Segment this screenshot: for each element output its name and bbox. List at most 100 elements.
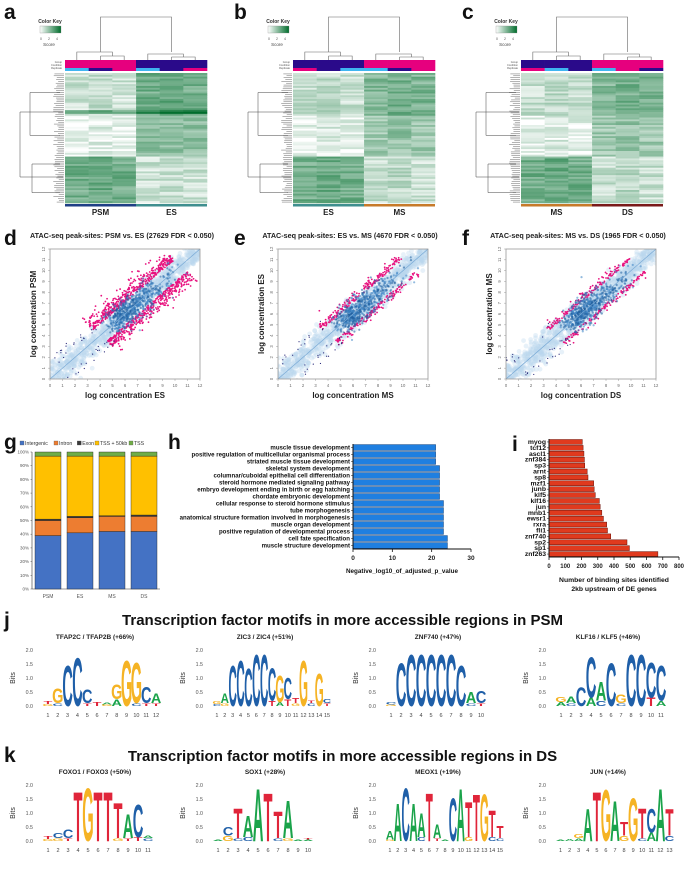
heatmap-cell (65, 117, 89, 120)
significant-point (154, 306, 157, 309)
heatmap-cell (88, 74, 113, 78)
density-point (401, 268, 407, 274)
heatmap-cell (340, 165, 365, 169)
annotation-group-cell (364, 60, 388, 68)
heatmap-cell (316, 191, 341, 195)
density-point (190, 251, 195, 257)
heatmap-cell (316, 104, 341, 107)
density-point (81, 354, 87, 360)
density-point (325, 343, 331, 349)
significant-point (164, 259, 167, 262)
heatmap-cell (112, 87, 137, 91)
density-point (66, 346, 72, 352)
outlier-point (47, 361, 48, 362)
significant-point (102, 312, 105, 315)
heatmap-cell (592, 182, 616, 185)
significant-point (178, 294, 180, 296)
significant-point (158, 258, 161, 261)
group-label: MS (551, 208, 564, 217)
heatmap-cell (293, 121, 317, 124)
heatmap-cell (136, 115, 160, 118)
density-point (278, 375, 279, 377)
heatmap-cell (521, 164, 545, 167)
density-point (132, 308, 135, 311)
density-point (176, 254, 182, 259)
density-point (61, 353, 67, 359)
density-point (295, 356, 301, 362)
heatmap-cell (88, 201, 113, 204)
density-point (74, 359, 80, 365)
significant-point (108, 338, 111, 340)
heatmap-cell (112, 173, 137, 176)
annotation-group-cell (183, 60, 208, 68)
density-point (94, 338, 100, 344)
dendrogram-branch (485, 92, 516, 136)
heatmap-cell (65, 177, 89, 180)
heatmap-cell (183, 121, 208, 124)
heatmap-cell (521, 165, 545, 169)
dendrogram-branch (147, 53, 196, 61)
significant-point (115, 340, 118, 343)
density-point (172, 258, 178, 264)
density-point (197, 250, 200, 256)
heatmap-cell (592, 152, 616, 156)
density-point (313, 333, 319, 338)
significant-point (145, 312, 148, 315)
heatmap-cell (293, 136, 317, 139)
heatmap-cell (293, 191, 317, 195)
heatmap-cell (340, 190, 365, 193)
heatmap-cell (592, 106, 616, 109)
y-axis-label: log concentration PSM (29, 270, 38, 357)
heatmap-cell (592, 132, 616, 135)
heatmap-cell (544, 154, 569, 157)
heatmap-cell (411, 136, 436, 139)
heatmap-cell (65, 184, 89, 187)
density-point (180, 265, 185, 270)
significant-point (121, 333, 123, 336)
panel-label-c: c (462, 1, 474, 24)
heatmap-cell (88, 100, 113, 104)
significant-point (159, 303, 162, 306)
density-point (342, 333, 348, 339)
density-point (325, 337, 330, 343)
heatmap-cell (521, 173, 545, 176)
heatmap-cell (112, 110, 137, 113)
heatmap-cell (615, 193, 640, 196)
density-point (124, 299, 127, 302)
heatmap-cell (387, 84, 412, 87)
density-point (296, 362, 301, 367)
significant-point (115, 298, 118, 301)
heatmap-cell (521, 115, 545, 118)
density-point (72, 361, 78, 367)
heatmap-cell (112, 121, 137, 124)
heatmap-cell (521, 190, 545, 193)
density-point (68, 361, 74, 367)
heatmap-cell (65, 91, 89, 94)
heatmap-cell (615, 87, 640, 91)
heatmap-cell (340, 156, 365, 159)
density-point (292, 383, 297, 388)
density-point (67, 366, 73, 371)
heatmap-cell (592, 171, 616, 174)
heatmap-cell (544, 130, 569, 133)
significant-point (155, 308, 158, 311)
heatmap-cell (293, 91, 317, 94)
outlier-point (113, 340, 115, 342)
density-point (64, 359, 69, 365)
heatmap-cell (364, 145, 388, 148)
heatmap-cell (340, 119, 365, 122)
group-bar (65, 204, 136, 207)
significant-point (168, 291, 170, 294)
density-point (193, 254, 199, 260)
heatmap-cell (568, 91, 593, 94)
annotation-group-cell (615, 60, 640, 68)
heatmap-cell (159, 199, 184, 202)
heatmap-cell (544, 82, 569, 85)
heatmap-cell (159, 89, 184, 92)
density-point (160, 278, 165, 283)
significant-point (150, 272, 153, 275)
heatmap-cell (316, 193, 341, 196)
group-bar (293, 204, 364, 207)
heatmap-cell (316, 78, 341, 81)
